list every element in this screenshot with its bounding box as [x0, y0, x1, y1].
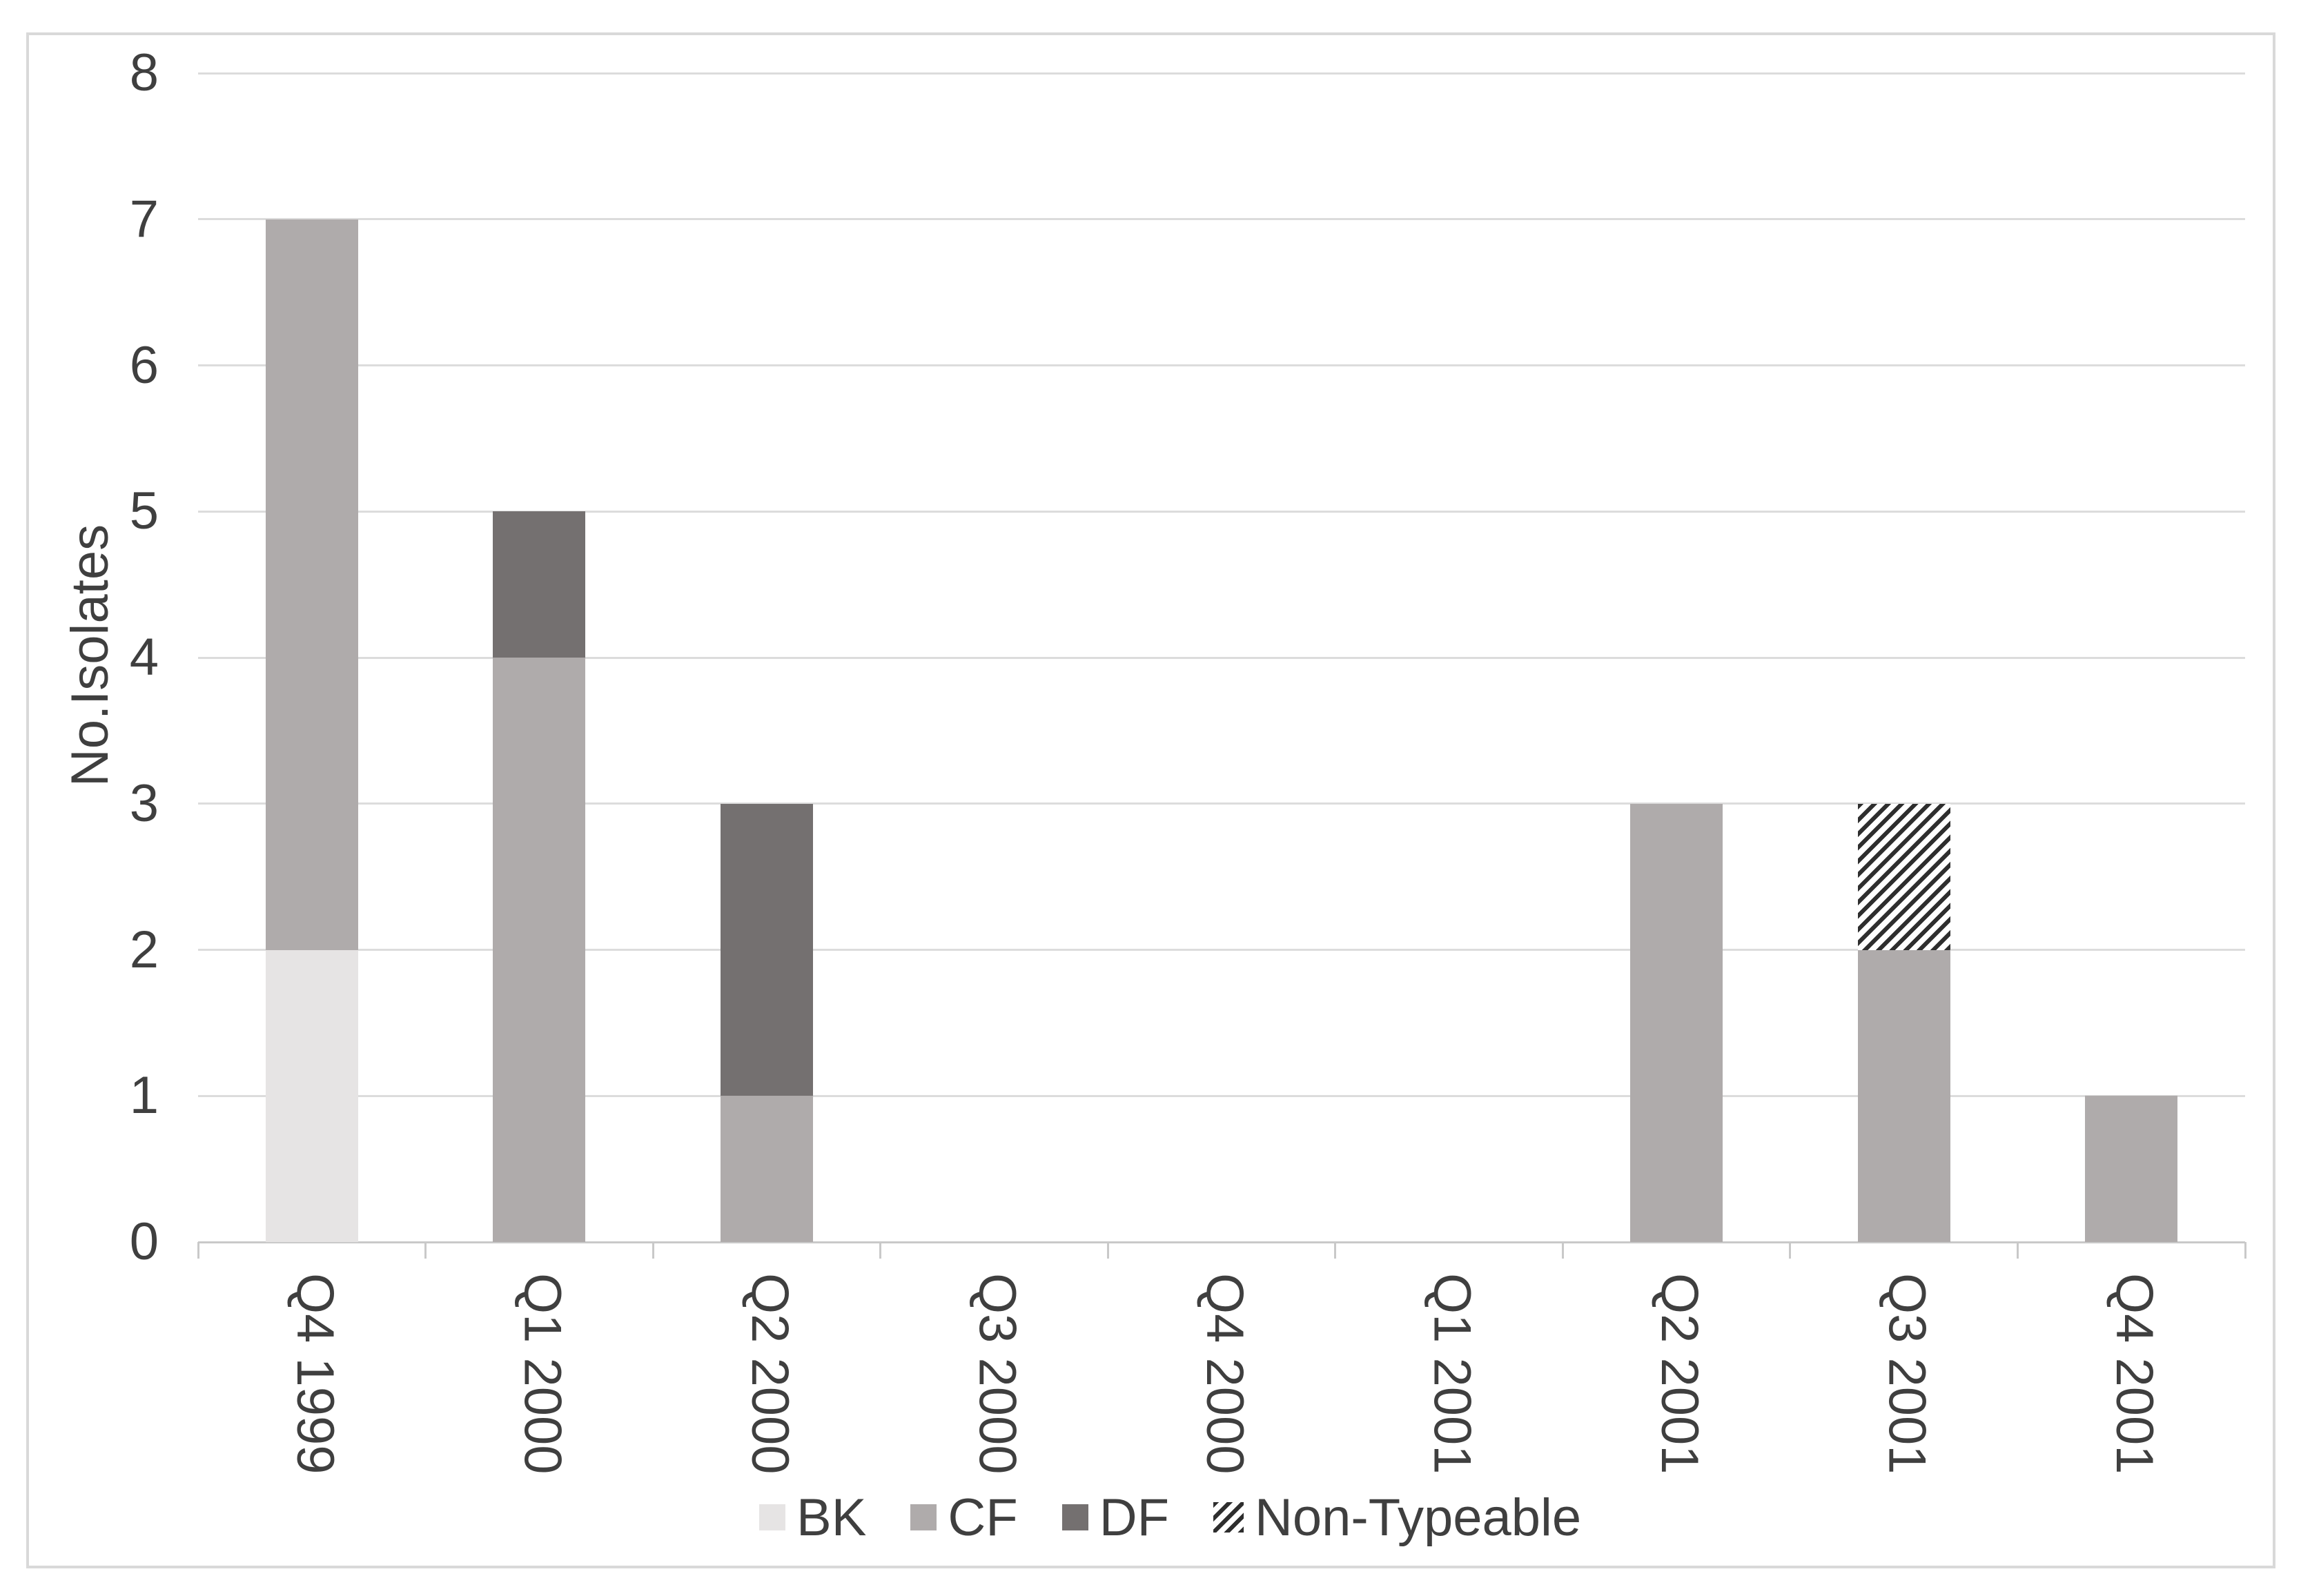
x-axis-tick [2016, 1242, 2019, 1259]
bar-segment-cf [1630, 804, 1723, 1242]
legend-item-df: DF [1061, 1488, 1170, 1548]
legend-swatch-bk [759, 1504, 785, 1530]
bar-segment-df [493, 511, 585, 658]
x-axis-tick [424, 1242, 427, 1259]
y-tick-label: 6 [129, 335, 159, 395]
x-axis-tick [879, 1242, 882, 1259]
gridline [198, 802, 2245, 805]
legend-label: DF [1099, 1488, 1170, 1547]
x-tick-label: Q1 2000 [513, 1273, 572, 1475]
x-axis-tick [2244, 1242, 2246, 1259]
x-axis-tick [1106, 1242, 1109, 1259]
legend-item-non-typeable: Non-Typeable [1213, 1488, 1581, 1548]
legend-label: Non-Typeable [1255, 1488, 1582, 1547]
legend-label: BK [796, 1488, 867, 1547]
x-axis-tick [652, 1242, 654, 1259]
x-tick-label: Q2 2000 [740, 1273, 799, 1475]
legend-swatch-non-typeable [1213, 1502, 1244, 1533]
x-tick-label: Q4 2001 [2105, 1273, 2164, 1475]
y-tick-label: 5 [129, 482, 159, 541]
x-tick-label: Q2 2001 [1650, 1273, 1710, 1475]
bar-segment-cf [1858, 950, 1950, 1242]
x-tick-label: Q3 2000 [968, 1273, 1027, 1475]
y-tick-label: 7 [129, 189, 159, 248]
x-tick-label: Q3 2001 [1877, 1273, 1937, 1475]
y-tick-label: 3 [129, 774, 159, 833]
bar-segment-cf [266, 219, 358, 950]
x-axis-tick [197, 1242, 199, 1259]
y-tick-label: 1 [129, 1066, 159, 1125]
x-tick-label: Q1 2001 [1422, 1273, 1482, 1475]
legend-swatch-df [1061, 1504, 1088, 1530]
bar-segment-cf [721, 1096, 813, 1242]
x-axis-line [198, 1241, 2245, 1243]
bar-segment-bk [266, 950, 358, 1242]
gridline [198, 656, 2245, 659]
gridline [198, 510, 2245, 513]
legend: BK CF DF Non-Typeable [759, 1488, 1581, 1547]
x-axis-tick [1789, 1242, 1792, 1259]
y-tick-label: 8 [129, 43, 159, 102]
legend-label: CF [948, 1488, 1018, 1547]
x-tick-label: Q4 1999 [285, 1273, 344, 1475]
plot-area [197, 72, 2246, 1259]
y-tick-label: 4 [129, 628, 159, 687]
x-tick-label: Q4 2000 [1195, 1273, 1254, 1475]
gridline [198, 364, 2245, 366]
gridline [198, 1094, 2245, 1097]
legend-item-cf: CF [910, 1488, 1018, 1548]
bar-segment-cf [493, 658, 585, 1242]
x-axis-tick [1561, 1242, 1564, 1259]
gridline [198, 218, 2245, 221]
legend-item-bk: BK [759, 1488, 866, 1548]
gridline [198, 949, 2245, 951]
gridline [198, 72, 2245, 75]
chart-border [26, 32, 2275, 1568]
y-tick-label: 2 [129, 920, 159, 979]
legend-swatch-cf [910, 1504, 937, 1530]
bar-segment-df [721, 804, 813, 1096]
bar-segment-cf [2085, 1096, 2177, 1242]
y-tick-label: 0 [129, 1212, 159, 1271]
bar-segment-non-typeable [1858, 804, 1950, 950]
x-axis-tick [1334, 1242, 1337, 1259]
